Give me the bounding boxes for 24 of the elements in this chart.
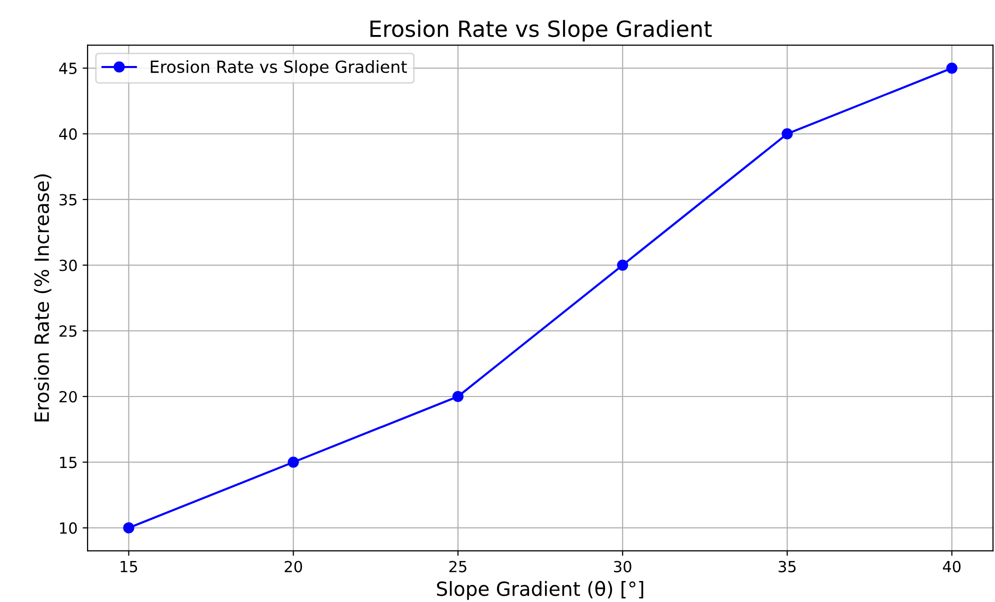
- y-tick-label: 45: [59, 62, 77, 74]
- y-tick-label: 35: [60, 194, 77, 206]
- y-tick-label: 40: [59, 128, 77, 140]
- point: [123, 522, 134, 534]
- y-tick-label: 15: [60, 456, 77, 468]
- x-axis-title: Slope Gradient (θ) [°]: [437, 580, 644, 600]
- y-tick-label: 10: [60, 522, 77, 534]
- x-tick-label: 35: [778, 560, 796, 572]
- y-tick-label: 20: [60, 390, 77, 403]
- point: [288, 456, 299, 468]
- point: [782, 128, 793, 140]
- y-tick-label: 30: [60, 260, 77, 272]
- x-tick-label: 15: [120, 561, 138, 572]
- point: [946, 62, 958, 74]
- point: [452, 390, 464, 402]
- chart-title: Erosion Rate vs Slope Gradient: [370, 20, 712, 42]
- legend-label: Erosion Rate vs Slope Gradient: [150, 60, 407, 76]
- x-tick-label: 40: [942, 560, 961, 572]
- x-tick-label: 30: [614, 560, 632, 572]
- x-tick-label: 25: [449, 560, 466, 572]
- point: [617, 260, 628, 271]
- y-tick-label: 25: [60, 325, 77, 337]
- x-tick-label: 20: [284, 560, 302, 572]
- y-axis-title: Erosion Rate (% Increase): [34, 174, 52, 422]
